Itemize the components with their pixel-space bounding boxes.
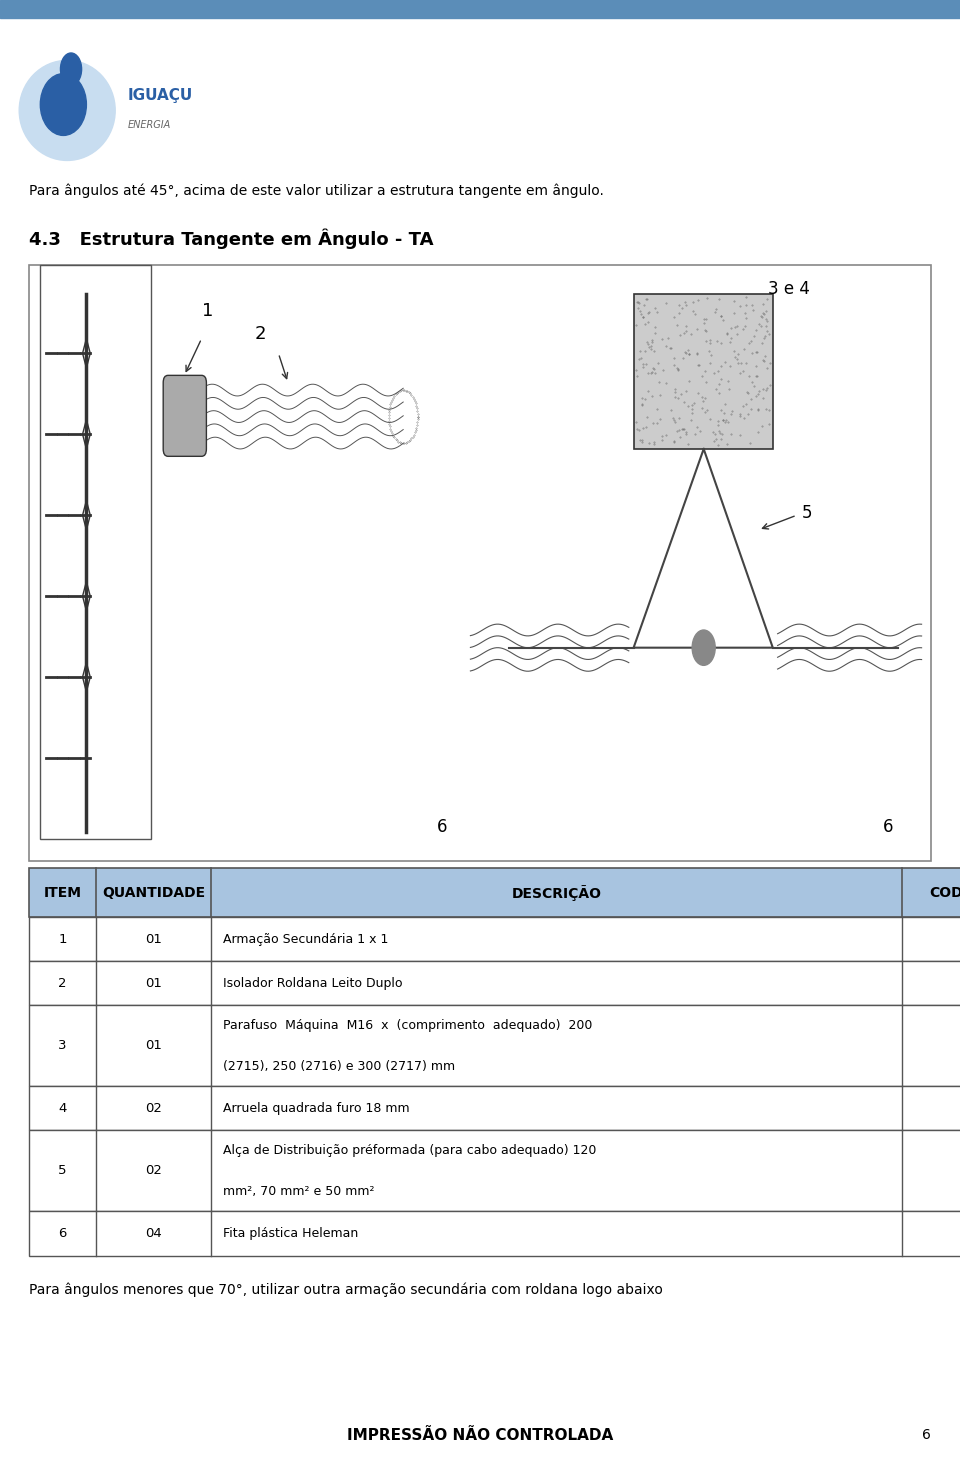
FancyBboxPatch shape [163, 375, 206, 456]
Bar [40, 265, 151, 839]
Text: 2: 2 [254, 324, 266, 343]
Text: IMPRESSÃO NÃO CONTROLADA: IMPRESSÃO NÃO CONTROLADA [347, 1428, 613, 1443]
Text: Arruela quadrada furo 18 mm: Arruela quadrada furo 18 mm [223, 1103, 409, 1114]
Text: mm², 70 mm² e 50 mm²: mm², 70 mm² e 50 mm² [223, 1185, 374, 1198]
Text: Fita plástica Heleman: Fita plástica Heleman [223, 1228, 358, 1239]
Text: Armação Secundária 1 x 1: Armação Secundária 1 x 1 [223, 933, 388, 945]
Bar [29, 1211, 960, 1256]
Text: 5: 5 [802, 503, 812, 523]
Text: IGUAÇU: IGUAÇU [128, 88, 193, 103]
Bar [634, 294, 773, 449]
Text: 1: 1 [59, 933, 66, 945]
Text: 3 e 4: 3 e 4 [768, 280, 810, 299]
Text: ITEM: ITEM [43, 886, 82, 899]
Text: ENERGIA: ENERGIA [128, 121, 171, 130]
Text: 6: 6 [437, 817, 447, 836]
Text: DESCRIÇÃO: DESCRIÇÃO [512, 885, 602, 901]
Text: (2715), 250 (2716) e 300 (2717) mm: (2715), 250 (2716) e 300 (2717) mm [223, 1060, 455, 1073]
Bar [29, 265, 931, 861]
Text: 6: 6 [883, 817, 894, 836]
Text: 6: 6 [923, 1428, 931, 1443]
Text: Para ângulos até 45°, acima de este valor utilizar a estrutura tangente em ângul: Para ângulos até 45°, acima de este valo… [29, 184, 604, 199]
Ellipse shape [40, 74, 86, 135]
Text: 4.3   Estrutura Tangente em Ângulo - TA: 4.3 Estrutura Tangente em Ângulo - TA [29, 228, 433, 249]
Text: 02: 02 [145, 1103, 162, 1114]
Text: 01: 01 [145, 977, 162, 989]
Circle shape [60, 53, 82, 85]
Bar [29, 961, 960, 1005]
Ellipse shape [19, 60, 115, 160]
Text: 01: 01 [145, 1039, 162, 1052]
Text: 6: 6 [59, 1228, 66, 1239]
Circle shape [692, 630, 715, 665]
Bar [29, 1086, 960, 1130]
Text: Alça de Distribuição préformada (para cabo adequado) 120: Alça de Distribuição préformada (para ca… [223, 1144, 596, 1157]
Text: COD: COD [928, 886, 960, 899]
Text: Isolador Roldana Leito Duplo: Isolador Roldana Leito Duplo [223, 977, 402, 989]
Text: 1: 1 [202, 302, 213, 321]
Text: 04: 04 [145, 1228, 162, 1239]
Text: Para ângulos menores que 70°, utilizar outra armação secundária com roldana logo: Para ângulos menores que 70°, utilizar o… [29, 1282, 662, 1297]
Bar [0, 0, 960, 18]
Text: 3: 3 [59, 1039, 66, 1052]
Bar [29, 917, 960, 961]
Text: QUANTIDADE: QUANTIDADE [102, 886, 205, 899]
Bar [29, 1130, 960, 1211]
Text: 02: 02 [145, 1164, 162, 1178]
Text: 01: 01 [145, 933, 162, 945]
Text: Parafuso  Máquina  M16  x  (comprimento  adequado)  200: Parafuso Máquina M16 x (comprimento adeq… [223, 1019, 592, 1032]
Text: 4: 4 [59, 1103, 66, 1114]
Bar [29, 868, 960, 917]
Text: 2: 2 [59, 977, 66, 989]
Text: 5: 5 [59, 1164, 66, 1178]
Bar [29, 1005, 960, 1086]
